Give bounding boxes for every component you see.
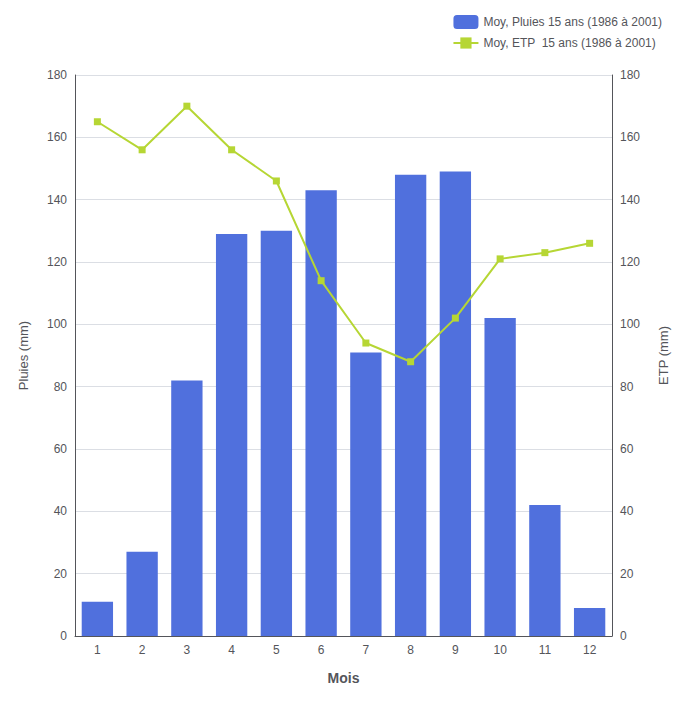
svg-text:60: 60 [54,442,68,456]
svg-text:Mois: Mois [328,670,360,686]
svg-text:Moy, ETP 15 ans (1986 à 2001): Moy, ETP 15 ans (1986 à 2001) [483,36,655,50]
svg-text:40: 40 [620,504,634,518]
svg-text:20: 20 [54,567,68,581]
svg-text:0: 0 [60,629,67,643]
svg-text:Pluies (mm): Pluies (mm) [16,321,31,390]
svg-text:120: 120 [620,255,640,269]
svg-text:9: 9 [452,643,459,657]
svg-text:5: 5 [273,643,280,657]
svg-text:7: 7 [363,643,370,657]
svg-text:ETP (mm): ETP (mm) [656,326,671,385]
svg-text:3: 3 [184,643,191,657]
svg-text:120: 120 [47,255,67,269]
svg-text:6: 6 [318,643,325,657]
svg-text:60: 60 [620,442,634,456]
svg-text:0: 0 [620,629,627,643]
svg-text:100: 100 [620,317,640,331]
svg-text:20: 20 [620,567,634,581]
svg-text:180: 180 [620,68,640,82]
svg-text:12: 12 [583,643,597,657]
svg-text:80: 80 [54,380,68,394]
svg-text:2: 2 [139,643,146,657]
svg-text:10: 10 [493,643,507,657]
svg-text:80: 80 [620,380,634,394]
svg-text:100: 100 [47,317,67,331]
svg-text:Moy, Pluies 15 ans (1986 à 200: Moy, Pluies 15 ans (1986 à 2001) [483,15,662,29]
svg-text:4: 4 [228,643,235,657]
svg-text:11: 11 [539,643,552,657]
svg-text:1: 1 [94,643,101,657]
svg-text:40: 40 [54,504,68,518]
svg-text:160: 160 [47,130,67,144]
svg-text:8: 8 [407,643,414,657]
svg-text:140: 140 [47,193,67,207]
svg-text:140: 140 [620,193,640,207]
svg-text:180: 180 [47,68,67,82]
svg-text:160: 160 [620,130,640,144]
